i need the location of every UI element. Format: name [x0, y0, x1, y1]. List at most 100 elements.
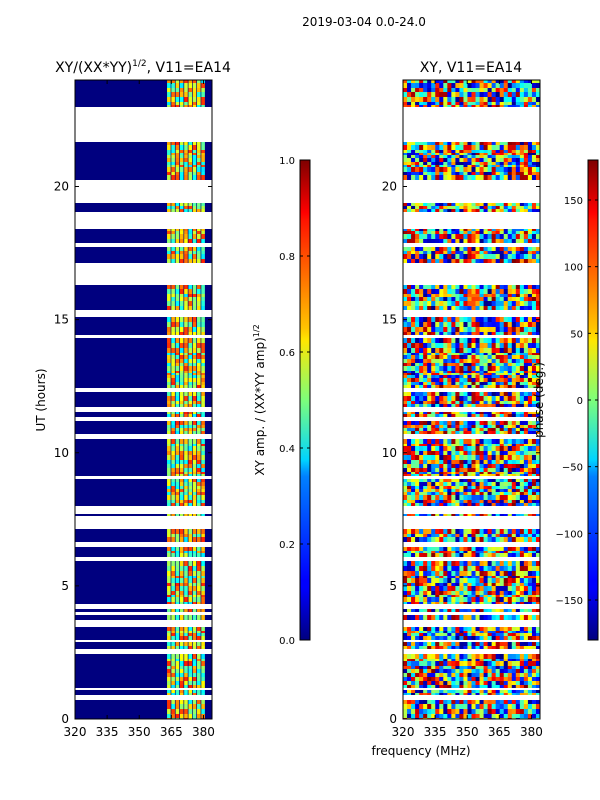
phase-heatmap-cell: [439, 529, 444, 534]
phase-heatmap-cell: [499, 396, 505, 401]
amplitude-heatmap-cell: [192, 297, 197, 301]
amplitude-heatmap-cell: [184, 251, 188, 254]
phase-heatmap-cell: [403, 583, 408, 586]
amplitude-heatmap-cell: [188, 439, 193, 444]
phase-heatmap-cell: [435, 404, 440, 407]
amplitude-heatmap-cell: [197, 666, 201, 669]
phase-heatmap-cell: [535, 254, 540, 259]
amplitude-heatmap-cell: [167, 306, 171, 310]
phase-heatmap-cell: [491, 636, 497, 640]
amplitude-heatmap-cell: [167, 317, 171, 322]
amplitude-heatmap-cell: [167, 474, 171, 476]
phase-heatmap-cell: [411, 385, 416, 388]
phase-heatmap-cell: [403, 297, 408, 301]
phase-heatmap-cell: [491, 80, 497, 83]
phase-heatmap-cell: [491, 615, 497, 620]
phase-heatmap-cell: [455, 571, 460, 576]
phase-heatmap-cell: [435, 355, 440, 359]
amplitude-heatmap-cell: [192, 693, 197, 695]
phase-heatmap-cell: [499, 514, 505, 516]
phase-heatmap-cell: [511, 254, 517, 259]
amplitude-heatmap-cell: [184, 229, 188, 231]
phase-heatmap-cell: [515, 80, 521, 83]
amplitude-heatmap-cell: [184, 636, 188, 640]
amplitude-heatmap-cell: [201, 259, 205, 263]
phase-heatmap-cell: [431, 317, 436, 322]
phase-heatmap-cell: [403, 392, 408, 396]
phase-heatmap-cell: [527, 646, 533, 649]
phase-heatmap-cell: [499, 479, 505, 482]
phase-heatmap-cell: [435, 566, 440, 571]
phase-heatmap-cell: [471, 553, 476, 557]
amplitude-heatmap-cell: [171, 404, 175, 407]
amplitude-heatmap-cell: [184, 412, 188, 414]
phase-heatmap-cell: [467, 534, 472, 537]
amplitude-heatmap-cell: [175, 97, 180, 102]
amplitude-heatmap-cell: [167, 537, 171, 542]
amplitude-heatmap-cell: [197, 503, 201, 506]
phase-heatmap-cell: [503, 597, 509, 602]
phase-heatmap-cell: [511, 578, 517, 583]
phase-heatmap-cell: [527, 155, 533, 158]
phase-heatmap-cell: [535, 229, 540, 231]
phase-heatmap-cell: [487, 172, 493, 175]
phase-heatmap-cell: [435, 289, 440, 294]
phase-heatmap-cell: [435, 167, 440, 172]
phase-heatmap-cell: [523, 479, 529, 482]
phase-heatmap-cell: [487, 439, 493, 444]
phase-heatmap-cell: [499, 468, 505, 472]
phase-heatmap-cell: [415, 375, 420, 378]
phase-heatmap-cell: [479, 553, 484, 557]
phase-heatmap-cell: [479, 439, 484, 444]
phase-heatmap-cell: [483, 495, 489, 500]
phase-heatmap-cell: [447, 492, 452, 495]
amplitude-heatmap-cell: [175, 591, 180, 595]
phase-heatmap-cell: [455, 306, 460, 310]
amplitude-heatmap-cell: [201, 659, 205, 661]
phase-heatmap-cell: [491, 259, 497, 263]
phase-heatmap-cell: [415, 203, 420, 206]
amplitude-heatmap-cell: [197, 353, 201, 355]
phase-heatmap-cell: [451, 353, 456, 355]
phase-heatmap-cell: [431, 537, 436, 542]
phase-heatmap-cell: [423, 636, 428, 640]
amplitude-heatmap-cell: [175, 404, 180, 407]
phase-heatmap-cell: [479, 172, 484, 175]
amplitude-y-tick-label: 0: [61, 712, 69, 726]
phase-heatmap-cell: [439, 414, 444, 417]
phase-heatmap-cell: [503, 145, 509, 150]
phase-heatmap-cell: [471, 209, 476, 212]
phase-heatmap-cell: [415, 332, 420, 335]
amplitude-heatmap-row: [75, 654, 212, 659]
phase-heatmap-cell: [519, 155, 525, 158]
phase-heatmap-cell: [407, 92, 412, 97]
phase-heatmap-cell: [515, 583, 521, 586]
amplitude-heatmap-cell: [197, 421, 201, 425]
phase-heatmap-cell: [523, 297, 529, 301]
phase-heatmap-cell: [443, 165, 448, 167]
phase-heatmap-cell: [419, 474, 424, 476]
phase-heatmap-cell: [475, 247, 480, 251]
phase-heatmap-cell: [527, 88, 533, 92]
phase-heatmap-cell: [503, 627, 509, 631]
amplitude-heatmap-row: [75, 659, 212, 661]
phase-heatmap-cell: [475, 439, 480, 444]
phase-heatmap-cell: [487, 474, 493, 476]
phase-heatmap-cell: [419, 348, 424, 353]
amplitude-heatmap-cell: [201, 460, 205, 464]
phase-heatmap-cell: [411, 566, 416, 571]
amplitude-heatmap-cell: [192, 627, 197, 631]
phase-heatmap-cell: [507, 444, 513, 446]
phase-heatmap-cell: [523, 412, 529, 414]
phase-heatmap-cell: [463, 566, 468, 571]
phase-heatmap-cell: [487, 425, 493, 428]
amplitude-heatmap-cell: [167, 251, 171, 254]
phase-heatmap-cell: [431, 439, 436, 444]
amplitude-heatmap-cell: [192, 547, 197, 551]
phase-heatmap-cell: [491, 375, 497, 378]
phase-heatmap-cell: [463, 142, 468, 145]
phase-heatmap-cell: [495, 306, 501, 310]
amplitude-heatmap-cell: [192, 158, 197, 162]
amplitude-heatmap-cell: [201, 654, 205, 659]
phase-heatmap-cell: [487, 595, 493, 597]
